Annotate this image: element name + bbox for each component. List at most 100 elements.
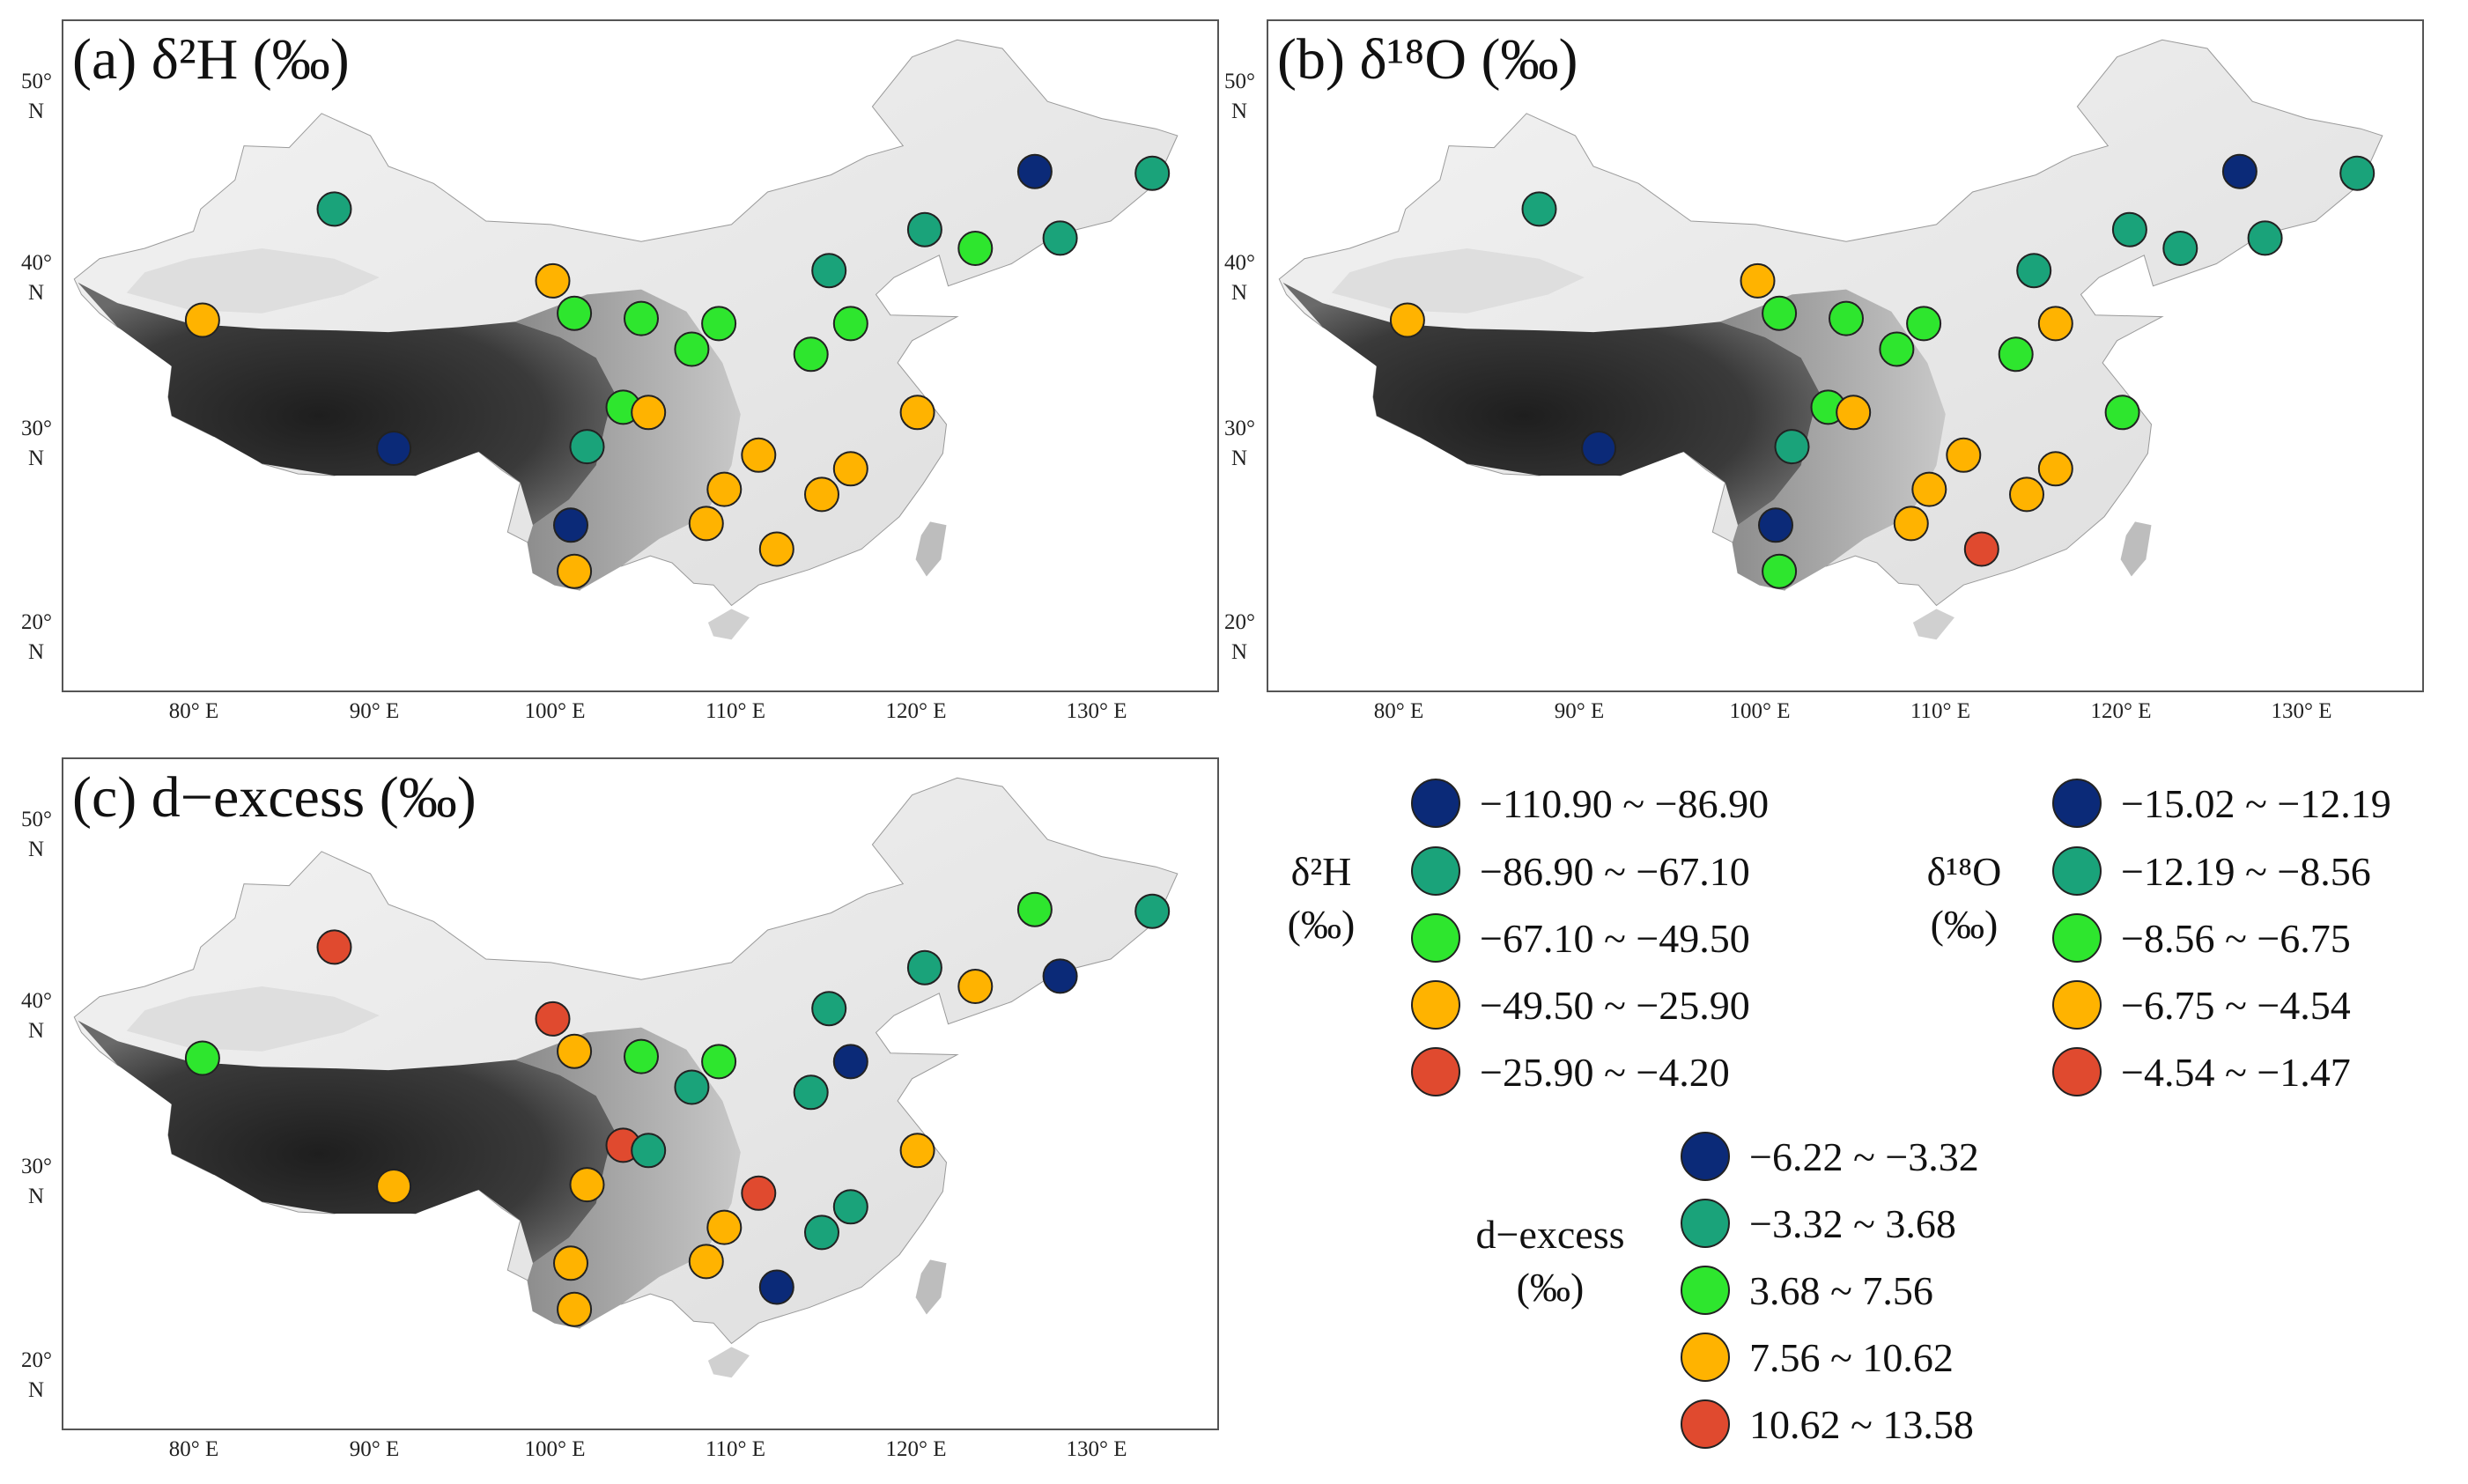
y-tick-hemi: N xyxy=(27,838,45,861)
legend-item: −3.32 ~ 3.68 xyxy=(1681,1192,1956,1254)
terrain xyxy=(1278,39,2383,640)
station-marker xyxy=(811,253,847,289)
station-marker xyxy=(2037,451,2073,487)
station-marker xyxy=(832,306,868,342)
station-marker xyxy=(957,231,994,266)
station-marker xyxy=(674,331,710,367)
tibetan-plateau xyxy=(1282,282,1820,526)
legend-swatch-class5 xyxy=(1681,1399,1730,1449)
station-marker xyxy=(1946,437,1982,473)
station-marker xyxy=(674,1069,710,1105)
x-tick: 120° E xyxy=(2090,699,2152,723)
taiwan-island xyxy=(915,1259,947,1315)
x-tick: 100° E xyxy=(524,699,586,723)
station-marker xyxy=(1521,191,1557,227)
y-tick-deg: 50° xyxy=(21,808,52,831)
legend-swatch-class4 xyxy=(1681,1333,1730,1382)
station-marker xyxy=(553,507,588,543)
y-tick-deg: 30° xyxy=(21,1155,52,1178)
y-tick-deg: 20° xyxy=(1224,610,1255,634)
station-marker xyxy=(2104,395,2140,431)
x-tick: 130° E xyxy=(2271,699,2332,723)
y-tick-hemi: N xyxy=(27,1185,45,1208)
y-tick-deg: 20° xyxy=(21,610,52,634)
station-marker xyxy=(741,1175,777,1211)
station-marker xyxy=(2221,153,2257,189)
legend-item: −49.50 ~ −25.90 xyxy=(1411,974,1750,1036)
legend-item: −8.56 ~ −6.75 xyxy=(2052,907,2351,969)
station-marker xyxy=(899,1133,935,1169)
station-marker xyxy=(1998,336,2034,373)
x-tick: 90° E xyxy=(349,1437,400,1461)
tibetan-plateau xyxy=(78,282,615,526)
taiwan-island xyxy=(2120,521,2152,577)
legend-label: −15.02 ~ −12.19 xyxy=(2121,780,2391,826)
legend-title-line1: δ¹⁸O xyxy=(1926,849,2002,894)
legend-d2h-title: δ²H (‰) xyxy=(1268,845,1374,951)
legend-swatch-class2 xyxy=(2052,846,2102,896)
x-tick: 110° E xyxy=(705,699,766,723)
x-tick: 110° E xyxy=(1910,699,1971,723)
legend-swatch-class5 xyxy=(1411,1047,1460,1096)
x-tick: 120° E xyxy=(885,1437,947,1461)
legend-item: −6.22 ~ −3.32 xyxy=(1681,1126,1979,1187)
station-marker xyxy=(376,1169,412,1204)
x-tick: 100° E xyxy=(1729,699,1791,723)
station-marker xyxy=(631,395,667,431)
legend-label: −6.22 ~ −3.32 xyxy=(1749,1133,1979,1179)
station-marker xyxy=(557,1033,593,1069)
legend-swatch-class4 xyxy=(2052,980,2102,1030)
station-marker xyxy=(184,302,220,338)
legend-item: 7.56 ~ 10.62 xyxy=(1681,1326,1954,1388)
y-tick-hemi: N xyxy=(27,1378,45,1402)
station-marker xyxy=(2162,231,2198,266)
y-tick-deg: 50° xyxy=(1224,70,1255,93)
y-tick-deg: 40° xyxy=(21,251,52,275)
legend-label: 10.62 ~ 13.58 xyxy=(1749,1401,1974,1447)
legend-title-line2: (‰) xyxy=(1930,902,1999,947)
legend-item: −67.10 ~ −49.50 xyxy=(1411,907,1750,969)
station-marker xyxy=(832,1189,868,1225)
legend-item: 3.68 ~ 7.56 xyxy=(1681,1259,1933,1321)
legend-label: −67.10 ~ −49.50 xyxy=(1480,915,1750,961)
station-marker xyxy=(804,476,839,513)
panel-c: (c) d−excess (‰) xyxy=(62,757,1219,1430)
station-marker xyxy=(758,531,794,567)
station-marker xyxy=(557,1291,593,1327)
station-marker xyxy=(2247,220,2283,256)
y-tick-hemi: N xyxy=(27,640,45,664)
station-marker xyxy=(1911,471,1947,507)
station-marker xyxy=(569,1167,605,1203)
station-marker xyxy=(376,431,412,466)
y-tick-deg: 40° xyxy=(1224,251,1255,275)
legend-label: −8.56 ~ −6.75 xyxy=(2121,915,2351,961)
y-tick-deg: 50° xyxy=(21,70,52,93)
y-tick-deg: 30° xyxy=(21,417,52,440)
y-tick-hemi: N xyxy=(27,1019,45,1043)
legend-item: −25.90 ~ −4.20 xyxy=(1411,1041,1730,1103)
station-marker xyxy=(316,929,352,965)
station-marker xyxy=(1758,507,1793,543)
legend-item: 10.62 ~ 13.58 xyxy=(1681,1393,1974,1455)
legend-swatch-class2 xyxy=(1681,1199,1730,1248)
station-marker xyxy=(1836,395,1872,431)
legend-label: 7.56 ~ 10.62 xyxy=(1749,1334,1954,1380)
y-tick-hemi: N xyxy=(1230,640,1248,664)
station-marker xyxy=(1134,893,1171,929)
panel-title-b: (b) δ¹⁸O (‰) xyxy=(1277,27,1578,92)
x-tick: 130° E xyxy=(1066,699,1127,723)
legend-swatch-class1 xyxy=(2052,779,2102,828)
station-marker xyxy=(2037,306,2073,342)
x-tick: 80° E xyxy=(168,699,219,723)
y-tick-deg: 40° xyxy=(21,989,52,1013)
legend-item: −86.90 ~ −67.10 xyxy=(1411,840,1750,902)
tibetan-plateau xyxy=(78,1020,615,1264)
station-marker xyxy=(1134,155,1171,191)
station-marker xyxy=(557,553,593,589)
legend-dex-title: d−excess (‰) xyxy=(1445,1208,1656,1314)
panel-b: (b) δ¹⁸O (‰) xyxy=(1267,19,2424,692)
station-marker xyxy=(701,1044,737,1080)
station-marker xyxy=(1389,302,1425,338)
legend-swatch-class4 xyxy=(1411,980,1460,1030)
legend-swatch-class1 xyxy=(1681,1132,1730,1181)
